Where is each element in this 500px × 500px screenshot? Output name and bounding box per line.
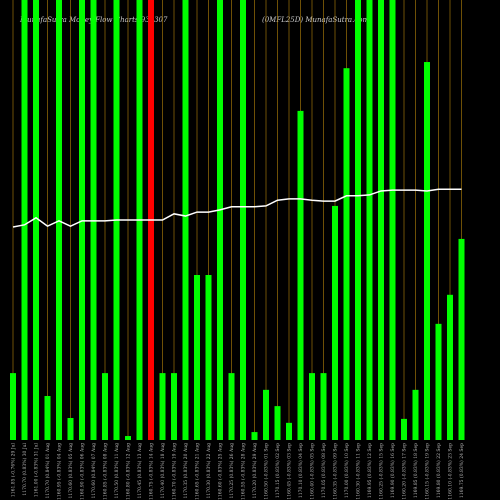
x-tick-label: 1160.10 (-0.83%) 23 Sep <box>447 443 454 500</box>
x-tick-label: 1161.85 (-0.76%) 29 Jul <box>10 442 17 497</box>
x-tick-label: 1160.75 (-0.83%) 14 Aug <box>148 443 155 500</box>
bar <box>458 238 465 440</box>
bar <box>286 422 292 440</box>
x-tick-label: 1170.70 (0.84%) 01 Aug <box>44 443 51 499</box>
x-tick-label: 1160.25 (-0.83%) 15 Sep <box>378 443 385 500</box>
x-tick-label: 1170.70 (0.83%) 30 Jul <box>21 442 28 495</box>
x-tick-label: 1160.30 (-0.83%) 11 Sep <box>355 443 362 500</box>
x-tick-label: 1160.60 (-0.83%) 25 Aug <box>217 443 224 500</box>
bar <box>332 205 338 440</box>
x-tick-label: 1170.60 (0.83%) 05 Aug <box>67 443 74 499</box>
bar <box>251 432 258 440</box>
x-tick-label: 1160.95 (-0.83%) 04 Aug <box>56 443 63 500</box>
money-flow-line <box>12 188 462 228</box>
x-tick-label: 1160.70 (-0.83%) 19 Aug <box>171 443 178 500</box>
x-tick-label: 1160.80 (-0.83%) 12 Aug <box>125 443 132 500</box>
x-tick-label: 1169.75 (0.83%) 24 Sep <box>458 443 465 498</box>
x-tick-label: 1170.10 (0.83%) 04 Sep <box>297 443 304 498</box>
bar <box>171 373 177 440</box>
bar <box>343 68 350 440</box>
bar <box>412 389 419 440</box>
bar <box>389 0 396 440</box>
x-tick-label: 1170.35 (0.83%) 20 Aug <box>182 443 189 499</box>
bar <box>274 406 281 440</box>
x-tick-label: 1160.20 (-0.83%) 17 Sep <box>401 443 408 500</box>
x-tick-label: 1160.65 (-0.83%) 21 Aug <box>194 443 201 500</box>
bar <box>102 373 108 440</box>
bar <box>355 0 361 440</box>
x-tick-label: 1160.40 (-0.83%) 05 Sep <box>309 443 316 500</box>
bar <box>447 294 453 440</box>
bar <box>159 373 166 440</box>
x-tick-label: 1170.00 (0.83%) 10 Sep <box>343 443 350 498</box>
x-tick-label: 1169.80 (0.83%) 22 Sep <box>435 443 442 498</box>
bar <box>205 275 212 440</box>
x-tick-label: 1170.60 (0.84%) 07 Aug <box>90 443 97 499</box>
x-tick-label: 1170.20 (0.83%) 29 Aug <box>251 443 258 499</box>
x-tick-label: 1169.90 (0.83%) 16 Sep <box>389 443 396 498</box>
bar <box>21 0 28 440</box>
bar <box>297 110 304 440</box>
x-tick-label: 1170.45 (0.83%) 13 Aug <box>136 443 143 499</box>
bar <box>378 0 384 440</box>
x-tick-label: 1160.15 (-0.83%) 19 Sep <box>424 443 431 500</box>
x-tick-label: 1170.50 (0.83%) 11 Aug <box>113 443 120 499</box>
x-tick-label: 1160.55 (-0.83%) 28 Aug <box>240 443 247 500</box>
bar <box>217 0 223 440</box>
bar <box>320 373 327 440</box>
x-tick-label: 1160.90 (-0.83%) 06 Aug <box>79 443 86 500</box>
x-tick-label: 1170.30 (0.83%) 22 Aug <box>205 443 212 499</box>
bar <box>435 323 442 440</box>
bar <box>10 373 16 440</box>
bar <box>263 389 269 440</box>
bar <box>125 436 131 440</box>
x-tick-label: 1161.00 (-0.83%) 31 Jul <box>33 442 40 497</box>
bar <box>182 0 189 440</box>
bar <box>366 0 373 440</box>
chart-subtitle: (0MFL25D) MunafaSutra.com <box>262 16 369 24</box>
x-tick-label: 1160.85 (-0.83%) 08 Aug <box>102 443 109 500</box>
bar <box>240 0 246 440</box>
x-tick-label: 1169.95 (0.83%) 12 Sep <box>366 443 373 498</box>
bar <box>401 418 407 440</box>
bar <box>44 396 51 440</box>
x-tick-label: 1170.15 (0.83%) 02 Sep <box>274 443 281 498</box>
x-tick-label: 1169.85 (0.83%) 18 Sep <box>412 443 419 498</box>
bar <box>67 418 74 440</box>
x-tick-label: 1170.25 (0.83%) 26 Aug <box>228 443 235 499</box>
x-tick-label: 1170.05 (0.83%) 08 Sep <box>320 443 327 498</box>
bar <box>309 373 315 440</box>
bar <box>79 0 85 440</box>
bar <box>90 0 97 440</box>
x-tick-label: 1160.35 (-0.83%) 09 Sep <box>332 443 339 500</box>
x-tick-label: 1160.50 (-0.83%) 01 Sep <box>263 443 270 500</box>
bar <box>33 0 39 440</box>
bar <box>56 0 62 440</box>
x-tick-label: 1160.45 (-0.83%) 03 Sep <box>286 443 293 500</box>
bar <box>424 62 430 440</box>
bar <box>194 275 200 440</box>
bar <box>228 373 235 440</box>
x-tick-label: 1170.40 (0.83%) 18 Aug <box>159 443 166 499</box>
